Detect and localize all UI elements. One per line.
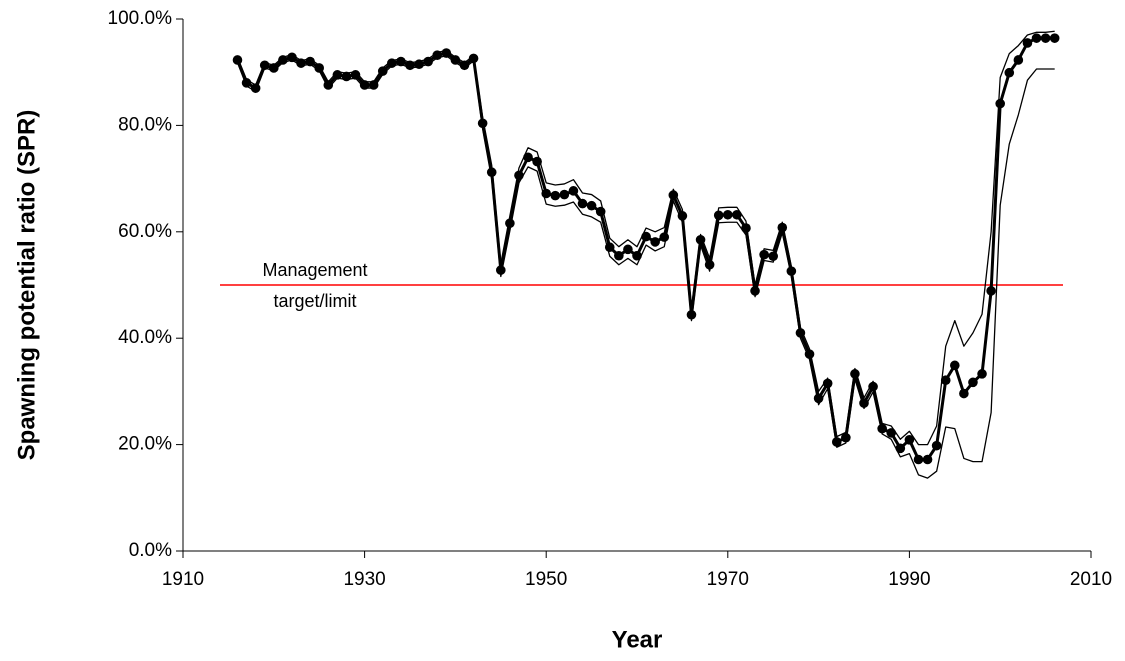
data-point [741, 223, 751, 233]
series-line [236, 30, 1055, 446]
data-point [713, 210, 724, 221]
data-point [650, 237, 660, 247]
data-point [886, 428, 897, 438]
data-point [577, 198, 588, 209]
data-point [732, 209, 742, 220]
y-axis-title: Spawning potential ratio (SPR) [13, 110, 40, 461]
data-point [904, 435, 915, 445]
data-point [831, 437, 842, 447]
data-point [359, 80, 370, 90]
data-point [922, 454, 933, 465]
data-point [877, 423, 887, 434]
data-point [931, 440, 942, 451]
data-point [568, 186, 579, 196]
x-tick-label: 1990 [888, 569, 930, 590]
data-point [995, 98, 1005, 109]
y-tick-label: 20.0% [118, 434, 172, 455]
x-tick-label: 1910 [162, 569, 204, 590]
data-point [1022, 38, 1033, 48]
data-point [550, 190, 561, 201]
x-tick-label: 1930 [343, 569, 385, 590]
data-point [895, 443, 906, 454]
y-tick-label: 100.0% [108, 8, 173, 29]
data-point [450, 55, 461, 65]
data-point [723, 209, 733, 220]
data-point [913, 454, 924, 465]
data-point [614, 250, 624, 261]
y-tick-label: 60.0% [118, 221, 172, 242]
data-point [368, 80, 379, 90]
x-axis-title: Year [612, 626, 663, 653]
data-point [505, 218, 515, 229]
series-line [236, 55, 1055, 479]
data-point [514, 170, 524, 181]
data-point [841, 432, 851, 443]
data-point [1040, 33, 1051, 43]
y-tick-label: 0.0% [129, 540, 172, 561]
data-point [940, 375, 951, 386]
data-point [804, 349, 815, 359]
y-tick-label: 80.0% [118, 114, 172, 135]
data-point [959, 388, 969, 399]
series-line [236, 36, 1055, 461]
data-point [1049, 33, 1060, 43]
data-point [377, 66, 388, 76]
data-point [968, 377, 978, 388]
data-point [950, 360, 960, 371]
data-point [977, 369, 987, 379]
x-tick-label: 1970 [707, 569, 749, 590]
data-point [795, 328, 806, 338]
data-point [632, 250, 642, 261]
data-point [1031, 33, 1042, 43]
data-point [459, 60, 470, 71]
data-point [986, 286, 996, 296]
x-tick-label: 1950 [525, 569, 567, 590]
data-point [586, 200, 597, 211]
data-point [477, 118, 488, 129]
data-point [786, 266, 797, 276]
data-point [659, 232, 670, 242]
reference-label: target/limit [273, 291, 356, 311]
data-point [559, 189, 570, 200]
y-tick-label: 40.0% [118, 327, 172, 348]
data-point [523, 152, 533, 163]
data-point [1004, 67, 1015, 78]
x-tick-label: 2010 [1070, 569, 1112, 590]
data-point [1013, 55, 1024, 65]
data-point [623, 244, 633, 255]
reference-label: Management [262, 260, 367, 280]
data-point [641, 231, 651, 242]
data-point [868, 381, 878, 392]
